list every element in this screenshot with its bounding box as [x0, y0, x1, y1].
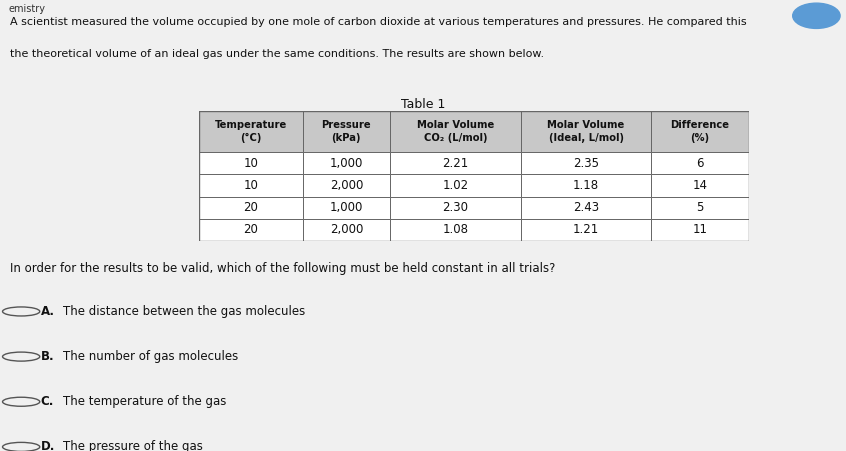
Bar	[303, 219, 390, 241]
Text: 14: 14	[693, 179, 707, 192]
Text: A scientist measured the volume occupied by one mole of carbon dioxide at variou: A scientist measured the volume occupied…	[10, 17, 747, 27]
Bar	[303, 175, 390, 197]
Text: 20: 20	[244, 223, 258, 236]
Bar	[199, 219, 303, 241]
Text: 6: 6	[696, 157, 704, 170]
Text: 2,000: 2,000	[330, 223, 363, 236]
Text: 2.35: 2.35	[573, 157, 599, 170]
Bar	[199, 152, 303, 175]
Text: 1,000: 1,000	[330, 157, 363, 170]
Text: The distance between the gas molecules: The distance between the gas molecules	[63, 305, 305, 318]
Text: Temperature
(°C): Temperature (°C)	[215, 120, 287, 143]
Text: 1.08: 1.08	[442, 223, 469, 236]
Text: A.: A.	[41, 305, 55, 318]
Text: 2,000: 2,000	[330, 179, 363, 192]
Bar	[303, 152, 390, 175]
Bar	[390, 197, 520, 219]
Bar	[520, 110, 651, 152]
Text: the theoretical volume of an ideal gas under the same conditions. The results ar: the theoretical volume of an ideal gas u…	[10, 49, 544, 59]
Text: Molar Volume
CO₂ (L/mol): Molar Volume CO₂ (L/mol)	[417, 120, 494, 143]
Bar	[520, 175, 651, 197]
Bar	[520, 219, 651, 241]
Text: In order for the results to be valid, which of the following must be held consta: In order for the results to be valid, wh…	[10, 262, 556, 275]
Circle shape	[793, 3, 840, 28]
Bar	[390, 219, 520, 241]
Text: The number of gas molecules: The number of gas molecules	[63, 350, 239, 363]
Text: 10: 10	[244, 179, 258, 192]
Bar	[651, 110, 749, 152]
Text: D.: D.	[41, 440, 55, 451]
Bar	[303, 197, 390, 219]
Bar	[520, 197, 651, 219]
Text: 1.18: 1.18	[573, 179, 599, 192]
Bar	[651, 152, 749, 175]
Text: B.: B.	[41, 350, 54, 363]
Text: 1.21: 1.21	[573, 223, 599, 236]
Text: Pressure
(kPa): Pressure (kPa)	[321, 120, 371, 143]
Text: The pressure of the gas: The pressure of the gas	[63, 440, 203, 451]
Bar	[390, 152, 520, 175]
Bar	[199, 110, 303, 152]
Bar	[390, 110, 520, 152]
Text: 5: 5	[696, 201, 704, 214]
Text: 1.02: 1.02	[442, 179, 469, 192]
Text: 10: 10	[244, 157, 258, 170]
Text: Table 1: Table 1	[401, 98, 445, 111]
Text: 2.30: 2.30	[442, 201, 469, 214]
Text: 11: 11	[693, 223, 707, 236]
Text: The temperature of the gas: The temperature of the gas	[63, 395, 227, 408]
Text: 2.43: 2.43	[573, 201, 599, 214]
Text: emistry: emistry	[8, 4, 46, 14]
Text: C.: C.	[41, 395, 54, 408]
Bar	[651, 175, 749, 197]
Text: Difference
(%): Difference (%)	[671, 120, 729, 143]
Bar	[390, 175, 520, 197]
Text: 1,000: 1,000	[330, 201, 363, 214]
Bar	[199, 175, 303, 197]
Bar	[520, 152, 651, 175]
Text: 20: 20	[244, 201, 258, 214]
Bar	[303, 110, 390, 152]
Bar	[651, 219, 749, 241]
Text: Molar Volume
(Ideal, L/mol): Molar Volume (Ideal, L/mol)	[547, 120, 624, 143]
Bar	[199, 197, 303, 219]
Text: 2.21: 2.21	[442, 157, 469, 170]
Bar	[651, 197, 749, 219]
